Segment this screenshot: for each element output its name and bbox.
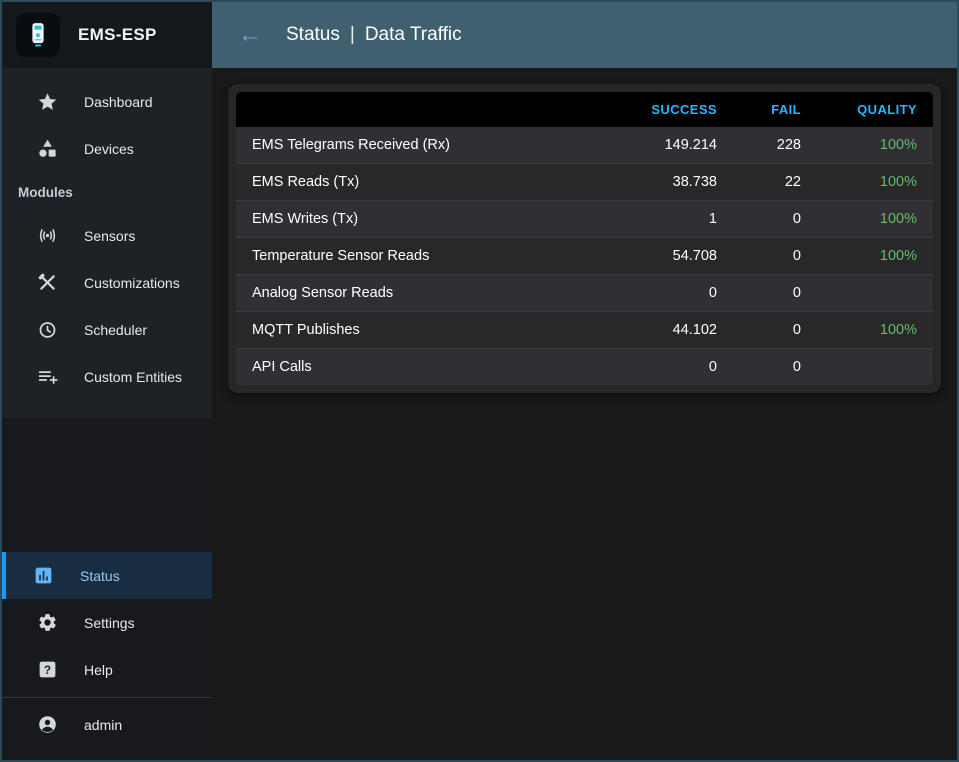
sidebar-item-label: Devices (84, 140, 134, 157)
page-title-secondary: Data Traffic (364, 24, 462, 45)
fail-value: 0 (792, 248, 801, 264)
fail-value: 0 (792, 322, 801, 338)
success-value: 1 (708, 211, 717, 227)
fail-value: 0 (792, 359, 801, 375)
metric-label: EMS Reads (Tx) (252, 174, 360, 190)
clock-icon (36, 319, 58, 341)
table-row: EMS Reads (Tx) 38.738 22 100% (236, 163, 933, 201)
account-icon (36, 714, 58, 736)
quality-value: 100% (879, 322, 917, 338)
success-value: 0 (708, 359, 717, 375)
sidebar-item-help[interactable]: ? Help (2, 646, 212, 693)
table-row: MQTT Publishes 44.102 0 100% (236, 311, 933, 349)
data-traffic-table: SUCCESS FAIL QUALITY EMS Telegrams Recei… (236, 92, 933, 385)
fail-value: 0 (792, 211, 801, 227)
sidebar-item-scheduler[interactable]: Scheduler (2, 306, 212, 353)
sidebar-item-devices[interactable]: Devices (2, 125, 212, 172)
table-row: EMS Telegrams Received (Rx) 149.214 228 … (236, 127, 933, 164)
sidebar-item-label: Custom Entities (84, 368, 183, 385)
table-row: Analog Sensor Reads 0 0 (236, 274, 933, 312)
success-value: 54.708 (672, 248, 717, 264)
column-header-success: SUCCESS (613, 92, 733, 127)
sidebar-user-block: admin (2, 698, 212, 760)
table-row: API Calls 0 0 (236, 348, 933, 386)
help-icon: ? (36, 659, 58, 681)
star-icon (36, 91, 58, 113)
table-row: Temperature Sensor Reads 54.708 0 100% (236, 237, 933, 275)
fail-value: 22 (784, 174, 801, 190)
sensors-icon (36, 225, 58, 247)
back-button[interactable]: ← (234, 19, 266, 51)
sidebar-item-label: Sensors (84, 227, 136, 244)
success-value: 149.214 (664, 137, 717, 153)
sidebar-item-label: Settings (84, 614, 135, 631)
column-header-quality: QUALITY (817, 92, 933, 127)
sidebar-item-settings[interactable]: Settings (2, 599, 212, 646)
sidebar-item-status[interactable]: Status (2, 552, 212, 599)
page-title-primary: Status (286, 24, 340, 45)
logo-block: EMS-ESP (2, 2, 212, 68)
tools-icon (36, 272, 58, 294)
quality-value: 100% (879, 137, 917, 153)
category-icon (36, 138, 58, 160)
success-value: 44.102 (672, 322, 717, 338)
quality-value: 100% (879, 174, 917, 190)
success-value: 38.738 (672, 174, 717, 190)
app-bar: ← Status | Data Traffic (212, 2, 957, 68)
sidebar-item-label: Customizations (84, 274, 180, 291)
fail-value: 228 (776, 137, 801, 153)
metric-label: Temperature Sensor Reads (252, 248, 430, 264)
sidebar-main-menu: Dashboard Devices Modules (2, 68, 212, 418)
sidebar-item-label: admin (84, 716, 123, 733)
sidebar-item-label: Status (80, 567, 120, 584)
fail-value: 0 (792, 285, 801, 301)
metric-label: MQTT Publishes (252, 322, 360, 338)
sidebar-item-label: Scheduler (84, 321, 148, 338)
table-header-row: SUCCESS FAIL QUALITY (236, 92, 933, 127)
main-content: SUCCESS FAIL QUALITY EMS Telegrams Recei… (212, 68, 957, 760)
gear-icon (36, 612, 58, 634)
metric-label: EMS Telegrams Received (Rx) (252, 137, 450, 153)
quality-value: 100% (879, 211, 917, 227)
svg-text:?: ? (43, 663, 50, 677)
sidebar-item-admin[interactable]: admin (2, 701, 212, 748)
success-value: 0 (708, 285, 717, 301)
column-header-metric (236, 92, 613, 127)
sidebar-item-dashboard[interactable]: Dashboard (2, 78, 212, 125)
data-traffic-card: SUCCESS FAIL QUALITY EMS Telegrams Recei… (228, 84, 941, 393)
page-title: Status | Data Traffic (286, 24, 462, 46)
app-logo (16, 13, 60, 57)
sidebar-bottom-menu: Status Settings ? (2, 552, 212, 760)
sidebar-item-customizations[interactable]: Customizations (2, 259, 212, 306)
sidebar-item-label: Dashboard (84, 93, 153, 110)
quality-value (817, 275, 933, 312)
sidebar-item-custom-entities[interactable]: Custom Entities (2, 353, 212, 400)
page-title-separator: | (349, 24, 355, 45)
app-title: EMS-ESP (78, 25, 157, 44)
column-header-fail: FAIL (733, 92, 817, 127)
ems-esp-logo-icon (32, 23, 44, 47)
table-row: EMS Writes (Tx) 1 0 100% (236, 200, 933, 238)
metric-label: EMS Writes (Tx) (252, 211, 359, 227)
sidebar-spacer (2, 418, 212, 552)
sidebar-item-sensors[interactable]: Sensors (2, 212, 212, 259)
quality-value (817, 349, 933, 386)
top-bar: EMS-ESP ← Status | Data Traffic (2, 2, 957, 68)
metric-label: API Calls (252, 359, 312, 375)
metric-label: Analog Sensor Reads (252, 285, 394, 301)
playlist-add-icon (36, 366, 58, 388)
sidebar-divider (2, 697, 212, 698)
sidebar-section-modules: Modules (18, 185, 73, 200)
sidebar: Dashboard Devices Modules (2, 68, 212, 760)
bar-chart-icon (32, 565, 54, 587)
quality-value: 100% (879, 248, 917, 264)
sidebar-item-label: Help (84, 661, 113, 678)
